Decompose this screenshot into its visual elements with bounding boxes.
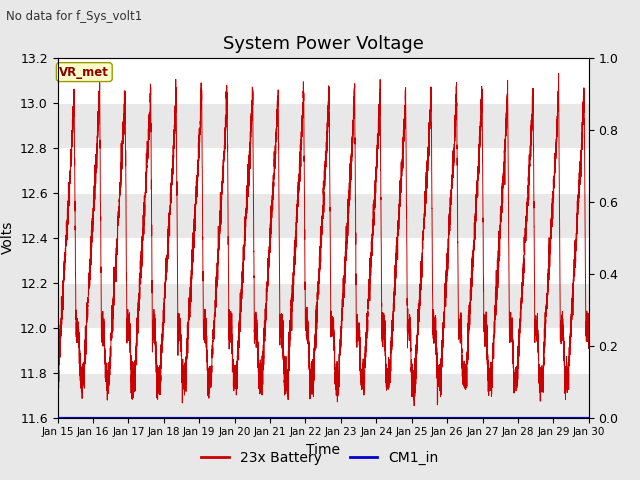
Bar — [58, 328, 589, 372]
Bar — [58, 147, 589, 192]
X-axis label: Time: Time — [306, 443, 340, 457]
Bar — [58, 283, 589, 327]
Text: No data for f_Sys_volt1: No data for f_Sys_volt1 — [6, 10, 143, 23]
Title: System Power Voltage: System Power Voltage — [223, 35, 424, 53]
Bar — [58, 238, 589, 283]
Bar — [58, 58, 589, 103]
Bar — [58, 103, 589, 147]
Y-axis label: Volts: Volts — [1, 221, 15, 254]
Legend: 23x Battery, CM1_in: 23x Battery, CM1_in — [196, 445, 444, 471]
Text: VR_met: VR_met — [60, 66, 109, 79]
Bar — [58, 372, 589, 418]
Bar — [58, 192, 589, 238]
